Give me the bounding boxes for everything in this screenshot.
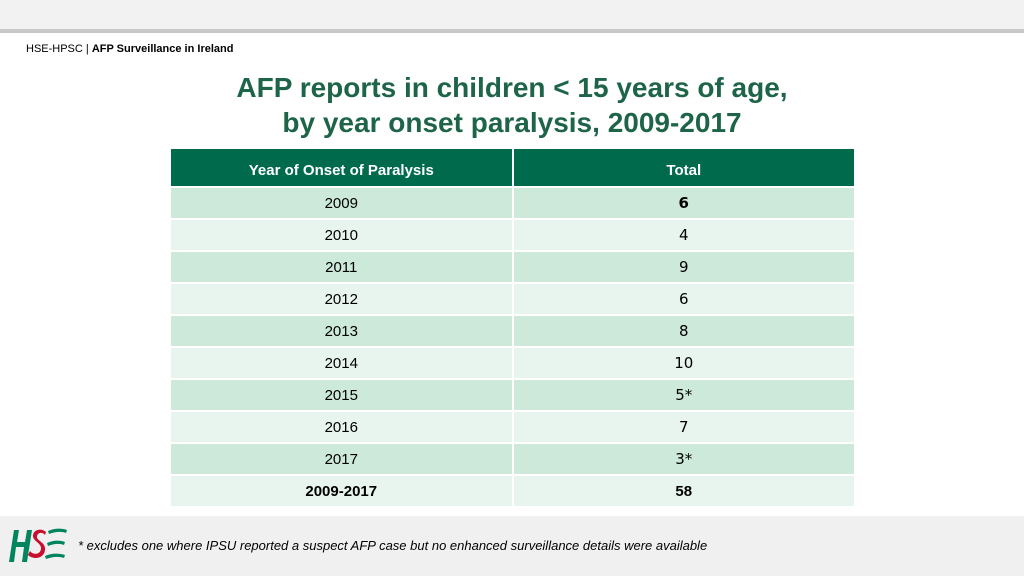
table-row: 2013 8: [171, 315, 854, 348]
table-row: 2014 10: [171, 347, 854, 380]
total-cell: 10: [512, 347, 854, 380]
year-cell: 2010: [171, 219, 514, 252]
table-row: 2011 9: [171, 251, 854, 284]
breadcrumb-separator: |: [82, 43, 92, 55]
total-cell: 9: [512, 251, 854, 284]
footnote: * excludes one where IPSU reported a sus…: [78, 538, 708, 553]
total-cell: 4: [512, 219, 854, 252]
breadcrumb: HSE-HPSC | AFP Surveillance in Ireland: [26, 43, 233, 55]
breadcrumb-section: AFP Surveillance in Ireland: [91, 43, 234, 55]
total-cell: 8: [512, 315, 854, 348]
page-title-line-1: AFP reports in children < 15 years of ag…: [236, 72, 788, 103]
table-row: 2010 4: [171, 219, 854, 252]
year-cell: 2013: [171, 315, 514, 348]
table-row: 2009 6: [171, 187, 854, 220]
year-cell: 2015: [171, 379, 514, 412]
table-row: 2017 3*: [171, 443, 854, 476]
year-cell: 2009: [171, 187, 514, 220]
summary-total-cell: 58: [512, 475, 854, 508]
page-title-line-2: by year onset paralysis, 2009-2017: [282, 107, 742, 138]
breadcrumb-org: HSE-HPSC: [26, 43, 83, 55]
afp-reports-table: Year of Onset of Paralysis Total 2009 6 …: [171, 149, 854, 508]
table-row: 2016 7: [171, 411, 854, 444]
hse-logo-icon: [9, 528, 67, 562]
year-cell: 2017: [171, 443, 514, 476]
column-header-year: Year of Onset of Paralysis: [171, 149, 514, 188]
top-bar: [0, 0, 1024, 33]
column-header-total: Total: [512, 149, 854, 188]
total-cell: 5*: [512, 379, 854, 412]
total-cell: 7: [512, 411, 854, 444]
year-cell: 2016: [171, 411, 514, 444]
year-cell: 2012: [171, 283, 514, 316]
table-row: 2012 6: [171, 283, 854, 316]
total-cell: 6: [512, 187, 854, 220]
summary-year-cell: 2009-2017: [171, 475, 514, 508]
total-cell: 3*: [512, 443, 854, 476]
summary-row: 2009-2017 58: [171, 475, 854, 508]
year-cell: 2011: [171, 251, 514, 284]
total-cell: 6: [512, 283, 854, 316]
year-cell: 2014: [171, 347, 514, 380]
table-header-row: Year of Onset of Paralysis Total: [171, 149, 854, 188]
page-title: AFP reports in children < 15 years of ag…: [0, 70, 1024, 140]
footer-bar: [0, 516, 1024, 576]
table-row: 2015 5*: [171, 379, 854, 412]
